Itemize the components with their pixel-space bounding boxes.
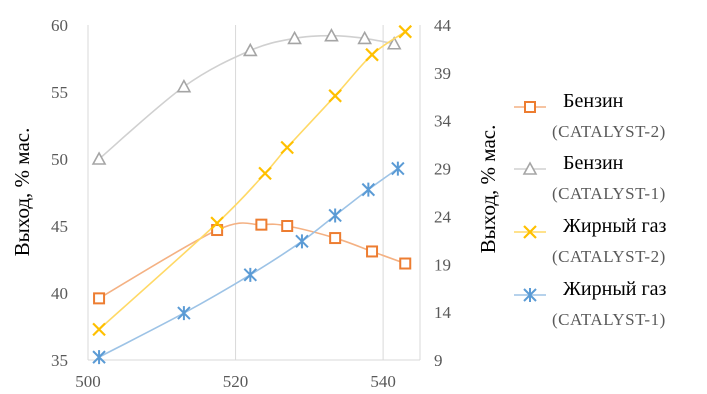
y-tick-label-right: 19 [434,255,451,274]
legend-label: Бензин [563,152,624,174]
legend-marker [524,101,536,113]
legend-item-4: Жирный газ (CATALYST-1) [514,278,667,329]
data-point [287,30,302,45]
legend-marker [523,288,537,302]
data-point [255,218,268,231]
legend-marker [523,225,537,239]
y-tick-label-right: 29 [434,160,451,179]
x-tick-label: 540 [370,372,396,391]
data-point [93,292,106,305]
legend-sublabel: (CATALYST-1) [552,310,666,329]
grid [87,25,421,361]
data-point [357,30,373,45]
legend: Бензин(CATALYST-2)Бензин(CATALYST-1)Жирн… [514,90,667,329]
data-point [329,232,342,245]
y-tick-label-left: 35 [51,351,68,370]
legend-item-2: Бензин (CATALYST-1) [514,152,666,203]
data-point [242,42,258,57]
x-tick-label: 520 [223,372,249,391]
y-tick-label-right: 39 [434,64,451,83]
data-point [91,151,107,165]
legend-sublabel: (CATALYST-2) [552,122,666,141]
y-tick-label-left: 60 [51,16,68,35]
y-tick-label-right: 24 [434,207,452,226]
data-point [295,234,309,249]
data-point [366,245,379,258]
y-tick-label-left: 45 [51,217,68,236]
data-point [92,350,106,365]
data-point [243,267,258,282]
data-point [328,208,342,223]
data-point [210,216,224,230]
series-line [98,31,406,330]
y-tick-label-right: 34 [434,112,452,131]
legend-label: Жирный газ [563,215,667,237]
data-point [211,224,224,237]
series-3 [92,24,413,337]
y-tick-label-left: 50 [51,150,68,169]
series-line [98,222,406,300]
y-tick-label-right: 9 [434,351,443,370]
legend-sublabel: (CATALYST-1) [552,184,666,203]
data-point [328,89,342,103]
x-tick-label: 500 [75,372,101,391]
y-axis-title-right: Выход, % мас. [476,125,500,254]
data-point [365,47,379,62]
series-layer [91,24,413,365]
data-point [386,36,402,50]
data-point [176,78,192,93]
series-1 [93,218,412,305]
legend-label: Жирный газ [563,278,667,300]
y-axis-title-left: Выход, % мас. [10,128,34,257]
series-4 [92,161,405,365]
data-point [361,182,376,197]
y-tick-label-left: 40 [51,284,68,303]
y-tick-label-right: 44 [434,16,452,35]
legend-item-1: Бензин (CATALYST-2) [514,90,666,141]
data-point [399,257,412,270]
ticks: 500 520 540 35 40 45 50 55 60 9 14 19 24 29 34 39 44 [51,16,452,391]
data-point [391,161,405,176]
legend-sublabel: (CATALYST-2) [552,247,666,266]
legend-label: Бензин [563,90,624,112]
data-point [281,220,294,232]
data-point [280,140,294,155]
series-2 [91,28,402,165]
series-line [98,167,399,358]
data-point [92,322,106,337]
data-point [258,166,272,181]
y-tick-label-right: 14 [434,303,452,322]
legend-marker [522,161,538,175]
data-point [177,306,191,321]
y-tick-label-left: 55 [51,83,68,102]
data-point [324,28,339,42]
data-point [398,24,413,39]
legend-item-3: Жирный газ (CATALYST-2) [514,215,667,266]
